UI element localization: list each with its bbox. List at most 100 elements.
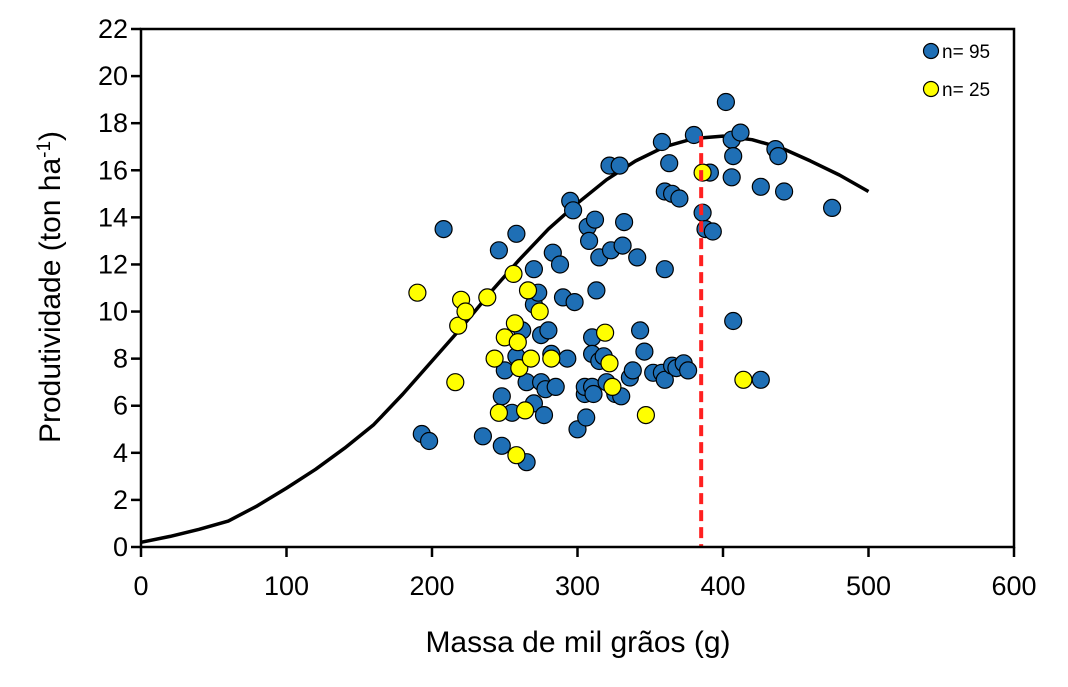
data-point-series-2 bbox=[485, 349, 504, 368]
data-point-series-1 bbox=[489, 241, 508, 260]
y-tick-label: 2 bbox=[113, 485, 128, 515]
y-tick-label: 16 bbox=[98, 155, 128, 185]
data-point-series-1 bbox=[579, 231, 599, 250]
data-point-series-1 bbox=[524, 260, 544, 279]
data-point-series-1 bbox=[751, 370, 770, 389]
y-tick-label: 22 bbox=[98, 14, 128, 44]
data-point-series-1 bbox=[769, 147, 788, 166]
data-point-series-1 bbox=[635, 342, 654, 361]
data-point-series-1 bbox=[722, 168, 741, 187]
y-tick-label: 18 bbox=[98, 108, 128, 138]
data-point-series-1 bbox=[822, 198, 842, 217]
data-point-series-1 bbox=[563, 201, 583, 220]
data-point-series-1 bbox=[577, 408, 596, 427]
data-point-series-1 bbox=[613, 236, 632, 255]
legend-marker-n95 bbox=[922, 42, 940, 60]
data-point-series-1 bbox=[558, 349, 577, 368]
x-tick-label: 100 bbox=[264, 571, 309, 601]
data-point-series-1 bbox=[670, 189, 689, 208]
y-tick-label: 14 bbox=[98, 202, 128, 232]
data-point-series-1 bbox=[724, 147, 743, 166]
legend-label-n95: n= 95 bbox=[942, 42, 990, 63]
data-point-series-2 bbox=[478, 288, 497, 307]
data-point-series-2 bbox=[603, 377, 622, 396]
data-point-series-1 bbox=[660, 154, 679, 173]
data-point-series-1 bbox=[507, 224, 526, 243]
data-point-series-1 bbox=[473, 427, 492, 446]
axes bbox=[131, 27, 1016, 557]
tick-labels: 0 100 200 300 400 500 600 0 2 4 6 8 10 12 14 16 18 20 22 bbox=[98, 14, 1037, 601]
plot-frame bbox=[139, 27, 1016, 549]
data-point-series-2 bbox=[530, 302, 549, 321]
data-point-series-2 bbox=[521, 349, 541, 368]
data-point-series-1 bbox=[652, 132, 672, 152]
x-tick-label: 600 bbox=[991, 571, 1036, 601]
data-point-series-2 bbox=[515, 401, 535, 420]
data-point-series-1 bbox=[565, 293, 584, 312]
data-point-series-2 bbox=[600, 354, 619, 373]
data-point-series-1 bbox=[584, 384, 603, 404]
data-point-series-1 bbox=[610, 156, 629, 175]
data-point-series-2 bbox=[508, 333, 527, 352]
x-tick-label: 400 bbox=[700, 571, 745, 601]
data-point-series-1 bbox=[751, 177, 770, 196]
data-point-series-1 bbox=[420, 431, 439, 451]
data-point-series-1 bbox=[550, 255, 570, 274]
y-tick-label: 6 bbox=[113, 391, 128, 421]
data-point-series-2 bbox=[507, 446, 526, 465]
legend-marker-n25 bbox=[922, 80, 940, 98]
y-axis-title-main: Produtividade (ton ha bbox=[34, 158, 67, 444]
data-point-series-2 bbox=[518, 281, 538, 300]
x-tick-label: 300 bbox=[555, 571, 600, 601]
data-point-series-2 bbox=[505, 314, 525, 333]
data-point-series-1 bbox=[703, 222, 722, 241]
data-point-series-1 bbox=[628, 248, 647, 267]
data-point-series-1 bbox=[534, 406, 554, 425]
data-point-series-2 bbox=[489, 403, 508, 422]
y-axis-title-sup: -1 bbox=[34, 141, 55, 158]
data-point-series-1 bbox=[655, 260, 674, 279]
data-point-series-1 bbox=[731, 123, 750, 142]
data-point-series-2 bbox=[734, 370, 753, 389]
y-axis-title: Produtividade (ton ha-1) bbox=[34, 131, 68, 443]
data-point-series-2 bbox=[456, 302, 475, 321]
data-point-series-1 bbox=[492, 387, 511, 406]
data-point-series-1 bbox=[614, 213, 634, 232]
x-axis-title: Massa de mil grãos (g) bbox=[425, 626, 730, 659]
legend-label-n25: n= 25 bbox=[942, 80, 990, 101]
data-point-series-1 bbox=[492, 436, 511, 455]
y-tick-label: 12 bbox=[98, 249, 128, 279]
data-point-series-1 bbox=[546, 377, 565, 396]
data-point-series-1 bbox=[539, 321, 558, 340]
data-point-series-1 bbox=[655, 370, 674, 389]
data-point-series-1 bbox=[587, 281, 606, 300]
x-tick-label: 200 bbox=[409, 571, 454, 601]
y-axis-title-end: ) bbox=[34, 131, 67, 141]
y-tick-label: 8 bbox=[113, 344, 128, 374]
data-point-series-1 bbox=[684, 125, 704, 145]
x-tick-label: 0 bbox=[133, 571, 148, 601]
data-point-series-1 bbox=[774, 182, 794, 201]
data-point-series-1 bbox=[623, 361, 642, 380]
data-point-series-1 bbox=[724, 311, 743, 331]
y-tick-label: 4 bbox=[113, 438, 128, 468]
data-point-series-2 bbox=[446, 373, 465, 392]
data-point-series-1 bbox=[434, 220, 453, 239]
data-point-series-2 bbox=[504, 264, 523, 283]
data-point-series-2 bbox=[636, 406, 656, 425]
data-point-series-2 bbox=[449, 316, 468, 335]
y-tick-label: 20 bbox=[98, 61, 128, 91]
data-point-series-1 bbox=[585, 210, 605, 229]
data-point-series-1 bbox=[716, 92, 736, 112]
legend: n= 95 n= 25 bbox=[922, 42, 990, 101]
y-tick-label: 0 bbox=[113, 532, 128, 562]
data-point-series-2 bbox=[595, 323, 615, 342]
data-point-series-2 bbox=[542, 349, 561, 368]
plot-area bbox=[140, 92, 870, 547]
data-point-series-1 bbox=[678, 361, 698, 380]
data-point-series-1 bbox=[630, 321, 650, 340]
y-tick-label: 10 bbox=[98, 297, 128, 327]
data-point-series-2 bbox=[408, 283, 427, 302]
x-tick-label: 500 bbox=[846, 571, 891, 601]
